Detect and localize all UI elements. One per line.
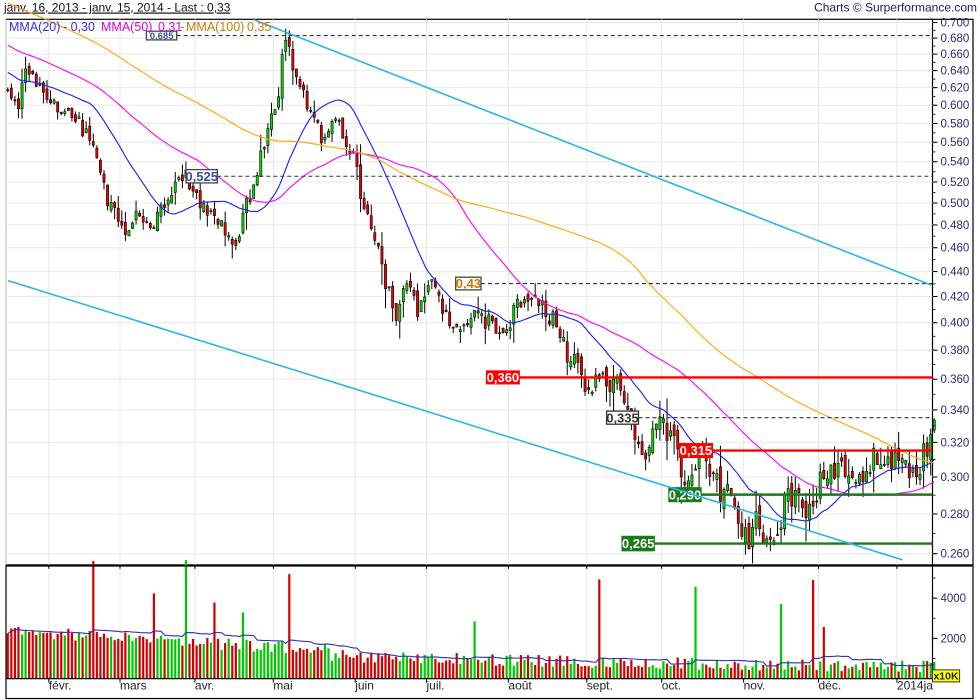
svg-text:0.540: 0.540 xyxy=(941,157,970,169)
svg-text:0,335: 0,335 xyxy=(606,410,639,425)
svg-text:0.620: 0.620 xyxy=(941,83,970,95)
svg-text:- 0,30: - 0,30 xyxy=(63,20,95,34)
svg-text:0.380: 0.380 xyxy=(941,345,970,357)
svg-text:mars: mars xyxy=(120,678,147,692)
svg-text:avr.: avr. xyxy=(195,678,214,692)
svg-text:0,43: 0,43 xyxy=(456,276,481,291)
svg-text:0.500: 0.500 xyxy=(941,198,970,210)
svg-text:0.420: 0.420 xyxy=(941,292,970,304)
svg-text:juil.: juil. xyxy=(426,678,445,692)
svg-text:0.660: 0.660 xyxy=(941,49,970,61)
svg-text:0.300: 0.300 xyxy=(941,472,970,484)
svg-text:0,35: 0,35 xyxy=(247,20,271,34)
svg-text:sept.: sept. xyxy=(587,678,613,692)
svg-text:août: août xyxy=(508,678,532,692)
svg-text:0,31: 0,31 xyxy=(158,20,182,34)
svg-text:0,360: 0,360 xyxy=(487,370,520,385)
svg-text:0.360: 0.360 xyxy=(941,374,970,386)
svg-text:oct.: oct. xyxy=(662,678,681,692)
svg-text:Charts © Surperformance.com: Charts © Surperformance.com xyxy=(814,1,977,15)
svg-text:MMA(20): MMA(20) xyxy=(9,20,60,34)
svg-text:0,315: 0,315 xyxy=(680,443,713,458)
svg-text:MMA(50): MMA(50) xyxy=(101,20,152,34)
svg-text:0.700: 0.700 xyxy=(941,18,970,30)
svg-text:nov.: nov. xyxy=(744,678,766,692)
svg-text:0.280: 0.280 xyxy=(941,509,970,521)
svg-text:MMA(100): MMA(100) xyxy=(186,20,244,34)
svg-text:0.260: 0.260 xyxy=(941,549,970,561)
svg-text:janv. 16, 2013 - janv. 15, 201: janv. 16, 2013 - janv. 15, 2014 - Last :… xyxy=(3,1,231,15)
svg-text:0.440: 0.440 xyxy=(941,267,970,279)
svg-text:0.680: 0.680 xyxy=(941,33,970,45)
svg-text:0.480: 0.480 xyxy=(941,220,970,232)
svg-text:0.320: 0.320 xyxy=(941,437,970,449)
svg-text:0.460: 0.460 xyxy=(941,243,970,255)
svg-text:déc.: déc. xyxy=(819,678,842,692)
svg-text:x10K: x10K xyxy=(933,670,959,682)
svg-text:4000: 4000 xyxy=(941,593,967,605)
svg-text:mai: mai xyxy=(273,678,292,692)
svg-text:juin: juin xyxy=(354,678,374,692)
svg-text:0.560: 0.560 xyxy=(941,137,970,149)
svg-text:0.340: 0.340 xyxy=(941,405,970,417)
svg-text:févr.: févr. xyxy=(49,678,72,692)
svg-text:2014ja: 2014ja xyxy=(897,678,933,692)
svg-text:0.400: 0.400 xyxy=(941,318,970,330)
svg-text:0,265: 0,265 xyxy=(622,536,655,551)
svg-text:-: - xyxy=(180,20,184,34)
svg-text:0.600: 0.600 xyxy=(941,100,970,112)
svg-text:0.640: 0.640 xyxy=(941,66,970,78)
svg-text:0.580: 0.580 xyxy=(941,118,970,130)
svg-text:0,525: 0,525 xyxy=(185,169,218,184)
svg-text:2000: 2000 xyxy=(941,633,967,645)
svg-text:0.520: 0.520 xyxy=(941,177,970,189)
